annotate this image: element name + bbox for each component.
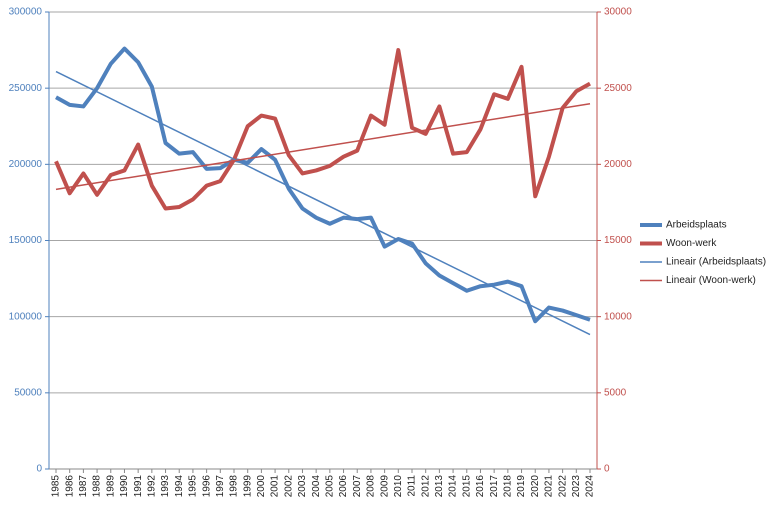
legend-label: Woon-werk (666, 238, 717, 249)
x-tick-label: 2007 (352, 475, 363, 498)
x-tick-label: 2002 (283, 475, 294, 498)
x-tick-label: 1989 (105, 475, 116, 498)
x-tick-label: 1990 (119, 475, 130, 498)
x-tick-label: 2006 (338, 475, 349, 498)
x-tick-label: 2013 (434, 475, 445, 498)
legend-label: Lineair (Arbeidsplaats) (666, 257, 766, 268)
x-tick-label: 2001 (270, 475, 281, 498)
series-line (55, 46, 591, 324)
x-tick-label: 1991 (133, 475, 144, 498)
y-tick-label: 50000 (14, 387, 42, 398)
x-tick-label: 2020 (530, 475, 541, 498)
x-tick-label: 1988 (92, 475, 103, 498)
x-tick-label: 2019 (516, 475, 527, 498)
x-tick-label: 2005 (324, 475, 335, 498)
x-tick-label: 2012 (420, 475, 431, 498)
y-tick-label: 150000 (9, 235, 43, 246)
x-tick-label: 2018 (502, 475, 513, 498)
x-tick-label: 2003 (297, 475, 308, 498)
x-tick-label: 2000 (256, 475, 267, 498)
x-tick-label: 2024 (585, 475, 596, 498)
x-tick-label: 2016 (475, 475, 486, 498)
series-line (54, 48, 591, 211)
y2-tick-label: 5000 (604, 387, 627, 398)
x-tick-label: 1996 (201, 475, 212, 498)
trend-line (55, 103, 591, 191)
x-tick-label: 2022 (557, 475, 568, 498)
x-tick-label: 2004 (311, 475, 322, 498)
x-tick-label: 1995 (188, 475, 199, 498)
y2-tick-label: 25000 (604, 83, 632, 94)
x-tick-label: 1992 (146, 475, 157, 498)
y2-tick-label: 20000 (604, 159, 632, 170)
x-tick-label: 2010 (393, 475, 404, 498)
x-tick-label: 2015 (461, 475, 472, 498)
x-tick-label: 2009 (379, 475, 390, 498)
x-tick-label: 1985 (51, 475, 62, 498)
legend-label: Lineair (Woon-werk) (666, 275, 756, 286)
trend-line (55, 70, 591, 336)
x-tick-label: 1987 (78, 475, 89, 498)
y2-tick-label: 10000 (604, 311, 632, 322)
y-tick-label: 300000 (9, 7, 43, 18)
x-tick-label: 2011 (407, 475, 418, 497)
x-tick-label: 2017 (489, 475, 500, 498)
x-tick-label: 1993 (160, 475, 171, 498)
y2-tick-label: 0 (604, 464, 610, 475)
x-tick-label: 2023 (571, 475, 582, 498)
x-tick-label: 2014 (448, 475, 459, 498)
x-tick-label: 1997 (215, 475, 226, 498)
x-tick-label: 2008 (366, 475, 377, 498)
y-tick-label: 250000 (9, 83, 43, 94)
x-tick-label: 1999 (242, 475, 253, 498)
x-tick-label: 1994 (174, 475, 185, 498)
x-tick-label: 2021 (544, 475, 555, 498)
legend-label: Arbeidsplaats (666, 220, 727, 231)
y-tick-label: 200000 (9, 159, 43, 170)
y-tick-label: 0 (36, 464, 42, 475)
y-tick-label: 100000 (9, 311, 43, 322)
x-tick-label: 1998 (229, 475, 240, 498)
y2-tick-label: 30000 (604, 7, 632, 18)
x-tick-label: 1986 (64, 475, 75, 498)
y2-tick-label: 15000 (604, 235, 632, 246)
